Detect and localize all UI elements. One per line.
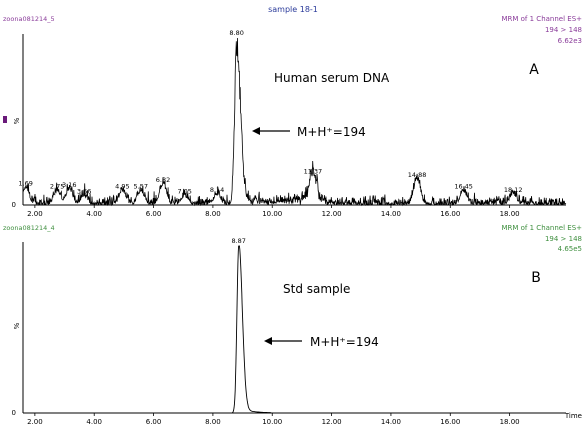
x-axis-label: Time <box>564 412 582 420</box>
panel-b-x-tick-label: 14.00 <box>381 418 401 426</box>
panel-a-trace <box>22 37 567 207</box>
panel-a-x-tick-label: 4.00 <box>86 210 102 218</box>
panel-a-peak-label: 14.88 <box>408 171 427 179</box>
panel-a-x-tick-label: 12.00 <box>322 210 342 218</box>
panel-b-sample-label: Std sample <box>283 282 350 296</box>
panel-a-letter: A <box>529 62 539 78</box>
panel-a-peak-label: 16.45 <box>454 183 473 191</box>
panel-b-method: MRM of 1 Channel ES+ <box>501 224 582 232</box>
panel-a-peak-label: 3.16 <box>62 181 76 189</box>
panel-a-peak-label: 7.05 <box>177 188 191 196</box>
panel-a-x-tick-label: 6.00 <box>146 210 162 218</box>
panel-a-peak-labels: 1.69 2.753.163.66 4.95 5.57 6.32 7.05 8.14 8.80… <box>18 29 522 196</box>
panel-b-x-tick-labels: 2.00 4.00 6.00 8.00 10.00 12.00 14.00 16.00 18.0… <box>27 418 520 426</box>
panel-a-intensity: 6.62e3 <box>558 37 582 45</box>
panel-a-x-tick-label: 18.00 <box>500 210 520 218</box>
panel-b-x-tick-label: 6.00 <box>146 418 162 426</box>
panel-b-intensity: 4.65e5 <box>558 245 582 253</box>
panel-a-arrow <box>252 127 290 135</box>
panel-b-x-tick-label: 18.00 <box>500 418 520 426</box>
panel-a-x-tick-labels: 2.00 4.00 6.00 8.00 10.00 12.00 14.00 16.00 18.0… <box>27 210 520 218</box>
panel-a-peak-label: 11.37 <box>304 168 323 176</box>
panel-a-peak-label: 8.80 <box>229 29 243 37</box>
panel-a-file-label: zoona081214_5 <box>3 15 55 23</box>
panel-a-peak-label: 3.66 <box>77 188 91 196</box>
panel-a-x-tick-label: 14.00 <box>381 210 401 218</box>
panel-a-x-tick-label: 16.00 <box>440 210 460 218</box>
panel-a-marker <box>3 116 7 123</box>
panel-a-arrow-label: M+H⁺=194 <box>297 125 366 139</box>
panel-b-y-percent: % <box>13 322 21 329</box>
panel-b-file-label: zoona081214_4 <box>3 224 55 232</box>
panel-a-y-percent: % <box>13 117 21 124</box>
panel-b-x-tick-label: 10.00 <box>262 418 282 426</box>
panel-a-sample-label: Human serum DNA <box>274 71 390 85</box>
panel-b-y-zero: 0 <box>12 409 16 417</box>
panel-a-peak-label: 5.57 <box>134 183 148 191</box>
panel-a-peak-label: 6.32 <box>156 176 170 184</box>
panel-b-letter: B <box>531 270 541 286</box>
panel-b-peak-label: 8.87 <box>231 237 245 245</box>
panel-a-peak-label: 18.12 <box>504 186 523 194</box>
panel-b-peak-labels: 8.87 <box>231 237 245 245</box>
panel-a-peak-label: 1.69 <box>18 179 32 187</box>
panel-a-x-tick-label: 2.00 <box>27 210 43 218</box>
panel-b-arrow <box>264 337 302 345</box>
panel-b-x-tick-label: 2.00 <box>27 418 43 426</box>
panel-b-transition: 194 > 148 <box>545 235 582 243</box>
panel-a: zoona081214_5 MRM of 1 Channel ES+ 194 >… <box>3 15 582 218</box>
panel-b-trace <box>23 245 566 414</box>
panel-a-peak-label: 2.75 <box>50 183 64 191</box>
panel-a-x-tick-label: 10.00 <box>262 210 282 218</box>
panel-b-arrow-label: M+H⁺=194 <box>310 335 379 349</box>
panel-b-x-tick-label: 8.00 <box>205 418 221 426</box>
panel-b: zoona081214_4 MRM of 1 Channel ES+ 194 >… <box>3 224 582 426</box>
panel-b-x-tick-label: 4.00 <box>86 418 102 426</box>
panel-a-transition: 194 > 148 <box>545 26 582 34</box>
panel-a-peak-label: 4.95 <box>115 183 129 191</box>
panel-a-method: MRM of 1 Channel ES+ <box>501 15 582 23</box>
panel-b-x-tick-label: 16.00 <box>440 418 460 426</box>
panel-a-peak-label: 8.14 <box>210 186 224 194</box>
panel-a-y-zero: 0 <box>12 201 16 209</box>
panel-b-x-tick-label: 12.00 <box>322 418 342 426</box>
panel-b-x-ticks <box>34 413 511 416</box>
page-title: sample 18-1 <box>268 5 318 14</box>
panel-a-x-tick-label: 8.00 <box>205 210 221 218</box>
